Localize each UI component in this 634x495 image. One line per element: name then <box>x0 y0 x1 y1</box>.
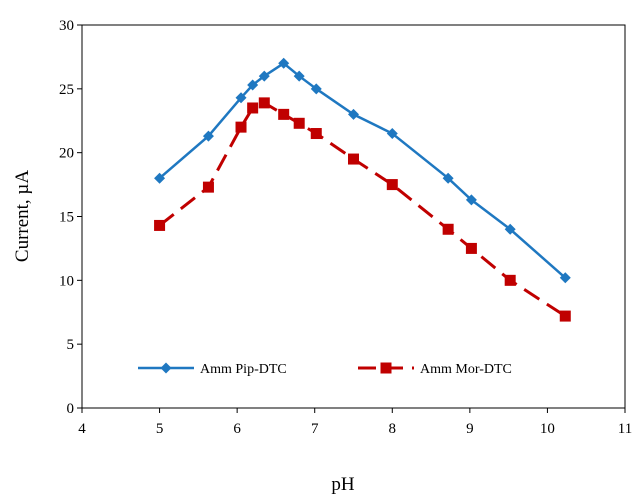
data-point <box>504 274 516 286</box>
series-layer <box>154 57 571 322</box>
data-point <box>442 172 454 184</box>
data-point <box>559 310 571 322</box>
data-point <box>247 102 259 114</box>
data-point <box>278 108 290 120</box>
data-point <box>504 223 516 235</box>
data-point <box>293 70 305 82</box>
y-tick-label: 15 <box>59 210 74 226</box>
y-axis: 0 5 10 15 20 25 30 <box>59 18 82 417</box>
data-point <box>235 121 247 133</box>
data-point <box>559 272 571 284</box>
data-point <box>235 92 247 104</box>
data-point <box>278 57 290 69</box>
y-tick-label: 0 <box>67 401 75 417</box>
data-point <box>465 242 477 254</box>
data-point <box>154 219 166 231</box>
series-line <box>158 101 567 318</box>
y-tick-label: 25 <box>59 82 74 98</box>
data-point <box>247 79 259 91</box>
y-tick-label: 30 <box>59 18 74 34</box>
data-point <box>258 70 270 82</box>
legend-label: Amm Mor-DTC <box>420 362 512 377</box>
data-point <box>202 130 214 142</box>
x-tick-label: 7 <box>311 421 319 437</box>
data-point <box>310 128 322 140</box>
data-point <box>465 194 477 206</box>
series-amm-pip-dtc <box>154 57 571 284</box>
plot-area-frame <box>81 24 626 409</box>
data-point <box>442 223 454 235</box>
x-tick-label: 5 <box>156 421 164 437</box>
x-tick-label: 10 <box>540 421 555 437</box>
x-tick-label: 6 <box>233 421 241 437</box>
x-axis: 4 5 6 7 8 9 10 11 <box>78 408 632 437</box>
legend: Amm Pip-DTC Amm Mor-DTC <box>138 362 512 377</box>
data-point <box>386 128 398 140</box>
data-point <box>348 108 359 120</box>
data-point <box>386 179 398 191</box>
data-point <box>258 97 270 109</box>
series-amm-mor-dtc <box>154 97 571 322</box>
legend-swatch-marker <box>380 362 392 374</box>
y-tick-label: 10 <box>59 273 74 289</box>
legend-label: Amm Pip-DTC <box>200 362 287 377</box>
series-line <box>158 61 567 279</box>
data-point <box>348 153 359 165</box>
x-tick-label: 9 <box>466 421 474 437</box>
data-point <box>310 83 322 95</box>
x-tick-label: 4 <box>78 421 86 437</box>
y-tick-label: 5 <box>67 337 75 353</box>
data-point <box>293 117 305 129</box>
x-axis-title: pH <box>331 474 355 495</box>
y-axis-title: Current, µA <box>12 170 33 262</box>
data-point <box>202 181 214 193</box>
legend-swatch-marker <box>160 362 172 374</box>
x-tick-label: 8 <box>389 421 397 437</box>
data-point <box>154 172 166 184</box>
x-tick-label: 11 <box>618 421 632 437</box>
y-tick-label: 20 <box>59 146 74 162</box>
